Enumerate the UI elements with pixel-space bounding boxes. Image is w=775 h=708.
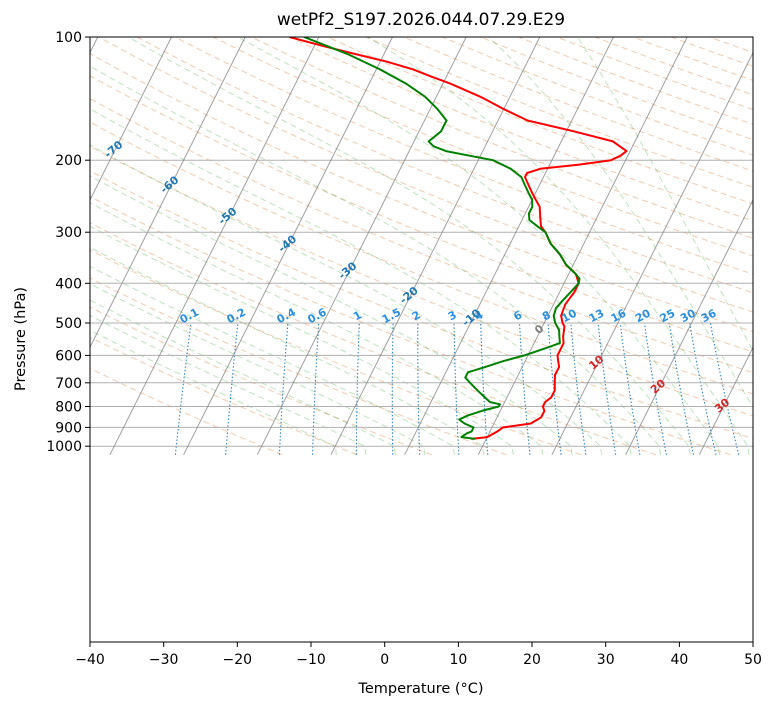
moist-adiabat-line [90,283,426,455]
dry-adiabat-line [90,249,582,456]
x-axis-ticks: −40 −30 −20 −10 0 10 20 30 40 50 [75,642,762,668]
mixing-ratio-line [453,322,460,455]
dry-adiabat-line [289,37,753,222]
y-tick-label: 800 [55,400,82,416]
mixing-ratio-label: 36 [699,306,719,325]
isotherm-line [625,198,753,456]
dry-adiabat-line [90,145,753,417]
y-tick-label: 200 [55,153,82,169]
x-tick-label: −40 [75,652,105,668]
x-tick-label: −30 [149,652,179,668]
y-axis-label: Pressure (hPa) [13,287,29,391]
dry-adiabat-line [90,222,657,456]
isotherm-line [90,37,172,202]
x-tick-label: 0 [380,652,389,668]
y-tick-label: 900 [55,420,82,436]
y-tick-label: 500 [55,316,82,332]
isotherm-line [551,51,753,456]
moist-adiabat-line [90,299,396,455]
y-tick-label: 700 [55,376,82,392]
mixing-ratio-line [174,322,192,455]
dry-adiabat-line [90,367,283,456]
mixing-ratio-line [278,322,289,455]
x-tick-label: 10 [449,652,467,668]
y-tick-label: 400 [55,276,82,292]
plot-area: 0.10.20.40.611.52346810131620253036-100-… [90,37,753,456]
x-tick-label: 40 [670,652,688,668]
moist-adiabat-line [367,37,750,455]
moist-adiabat-line [127,37,691,455]
mixing-ratio-line [547,322,562,455]
mixing-ratio-label: 20 [633,306,653,325]
y-axis-ticks: 100 200 300 400 500 600 700 800 900 1000 [46,30,90,455]
x-axis-label: Temperature (°C) [357,681,483,697]
moist-adiabat-line [90,329,337,455]
mixing-ratio-line [391,322,394,455]
x-tick-label: 30 [597,652,615,668]
moist-adiabat-line [90,265,455,455]
y-tick-label: 600 [55,348,82,364]
isotherm-line [183,37,393,456]
dry-adiabat-line [90,53,753,333]
moist-adiabat-line [90,65,662,455]
moist-adiabat-line [90,314,367,455]
y-tick-label: 100 [55,30,82,46]
x-tick-label: 50 [744,652,762,668]
mixing-ratio-line [417,322,421,455]
dry-adiabat-line [90,121,753,395]
mixing-ratio-label: 16 [609,306,629,325]
plot-frame [89,36,754,643]
mixing-ratio-line [597,322,617,455]
isotherm-line [256,37,467,456]
moist-adiabat-line [488,37,753,408]
x-tick-label: −10 [296,652,326,668]
moist-adiabat-line [576,37,753,352]
mixing-ratio-line [311,322,320,455]
isotherm-line [477,37,688,456]
isotherm-line [698,346,753,456]
x-tick-label: −20 [223,652,253,668]
dry-adiabat-line [174,37,753,275]
isotherm-line [330,37,541,456]
mixing-ratio-label: 13 [587,307,607,326]
mixing-ratio-line [570,322,587,455]
moist-adiabat-line [90,144,603,455]
dry-adiabat-line [90,277,507,456]
y-tick-label: 1000 [46,439,82,455]
dry-adiabat-line [98,37,753,313]
isotherm-line [109,37,320,456]
isotherm-line [404,37,614,456]
dry-adiabat-line [90,170,753,440]
y-tick-label: 300 [55,225,82,241]
mixing-ratio-label: 30 [678,306,698,325]
x-tick-label: 20 [523,652,541,668]
mixing-ratio-label: 10 [559,306,579,325]
moist-adiabat-line [237,37,720,455]
dry-adiabat-line [90,195,731,456]
dry-adiabat-line [212,37,753,257]
mixing-ratio-label: 25 [658,307,678,326]
mixing-ratio-line [355,322,360,455]
isotherm-line [90,37,246,349]
mixing-ratio-line [480,322,489,455]
pressure-gridlines [90,37,753,447]
moist-adiabat-line [90,246,485,455]
profile-series [289,37,628,440]
dewpoint-profile-line [303,37,581,440]
mixing-ratio-lines [174,322,740,455]
moist-adiabat-line [90,175,573,455]
chart-title: wetPf2_S197.2026.044.07.29.E29 [277,10,565,30]
mixing-ratio-line [518,322,531,455]
isotherms [90,37,753,456]
